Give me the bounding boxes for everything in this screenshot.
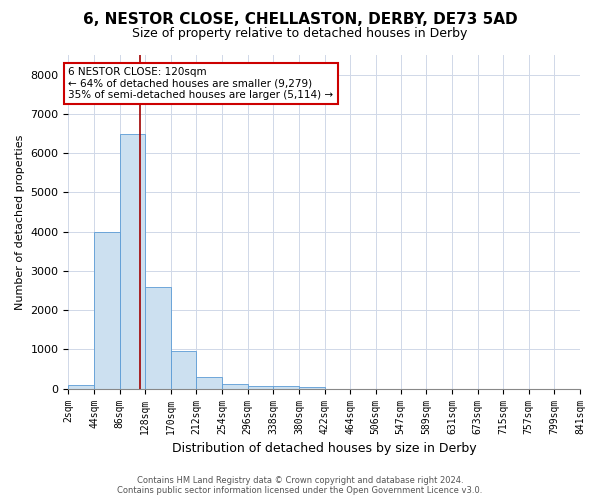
- Bar: [196, 376, 222, 388]
- Y-axis label: Number of detached properties: Number of detached properties: [15, 134, 25, 310]
- Text: 6, NESTOR CLOSE, CHELLASTON, DERBY, DE73 5AD: 6, NESTOR CLOSE, CHELLASTON, DERBY, DE73…: [83, 12, 517, 28]
- Text: 6 NESTOR CLOSE: 120sqm
← 64% of detached houses are smaller (9,279)
35% of semi-: 6 NESTOR CLOSE: 120sqm ← 64% of detached…: [68, 67, 334, 100]
- Bar: [68, 385, 94, 388]
- Bar: [299, 386, 325, 388]
- X-axis label: Distribution of detached houses by size in Derby: Distribution of detached houses by size …: [172, 442, 476, 455]
- Bar: [145, 286, 171, 388]
- Bar: [171, 352, 196, 389]
- Text: Size of property relative to detached houses in Derby: Size of property relative to detached ho…: [133, 28, 467, 40]
- Bar: [273, 386, 299, 388]
- Bar: [222, 384, 248, 388]
- Text: Contains HM Land Registry data © Crown copyright and database right 2024.
Contai: Contains HM Land Registry data © Crown c…: [118, 476, 482, 495]
- Bar: [248, 386, 273, 388]
- Bar: [119, 134, 145, 388]
- Bar: [94, 232, 119, 388]
